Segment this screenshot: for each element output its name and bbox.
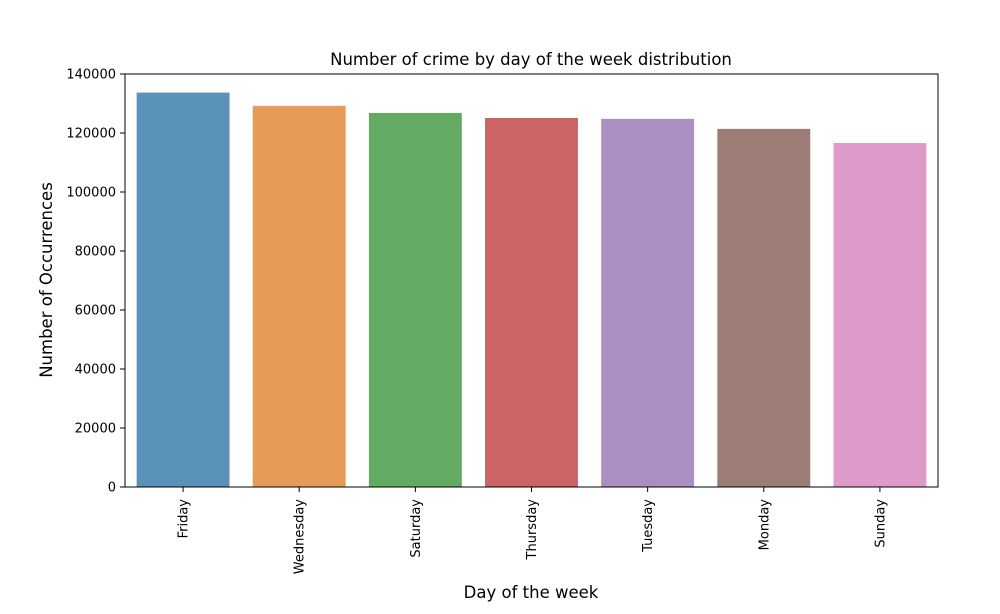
x-axis-label: Day of the week (464, 583, 599, 602)
bar-wednesday (252, 105, 346, 488)
y-tick-label: 100000 (66, 186, 116, 201)
x-tick-label: Monday (757, 499, 772, 551)
y-tick-label: 80000 (75, 245, 116, 260)
y-tick-label: 120000 (66, 127, 116, 142)
y-tick-label: 20000 (75, 422, 116, 437)
y-tick-label: 0 (108, 481, 116, 496)
bar-saturday (368, 112, 462, 487)
chart-title: Number of crime by day of the week distr… (330, 50, 732, 69)
bar-monday (717, 128, 811, 487)
x-tick-label: Sunday (873, 499, 888, 548)
x-tick-label: Saturday (409, 499, 424, 558)
x-tick-label: Thursday (525, 499, 540, 561)
y-tick-label: 140000 (66, 68, 116, 83)
y-tick-label: 60000 (75, 304, 116, 319)
x-tick-label: Friday (177, 499, 192, 539)
x-tick-label: Wednesday (293, 499, 308, 575)
bar-thursday (485, 117, 578, 487)
y-tick-label: 40000 (75, 363, 116, 378)
bar-sunday (833, 143, 927, 487)
bar-tuesday (601, 118, 695, 487)
plot-area-frame (124, 73, 939, 488)
x-tick-label: Tuesday (641, 499, 656, 553)
bar-friday (136, 92, 230, 488)
y-axis-label: Number of Occurrences (37, 182, 56, 378)
